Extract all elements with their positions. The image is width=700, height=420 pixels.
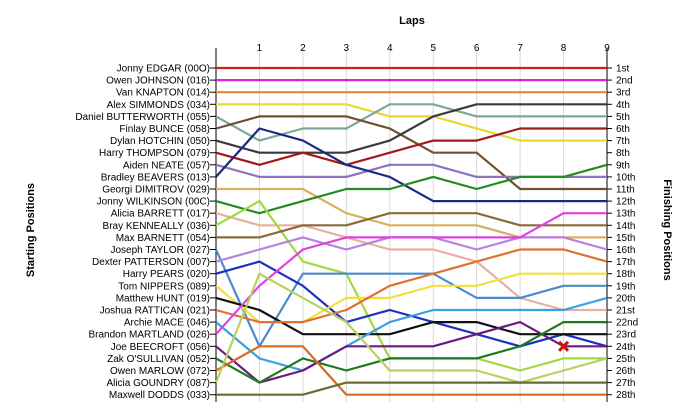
series-line-10 [215,127,607,203]
finish-position-label-16: 16th [616,245,635,256]
y-axis-title-right: Finishing Positions [661,179,673,280]
start-driver-label-26: Owen MARLOW (072) [110,366,210,377]
start-driver-label-21: Joshua RATTICAN (021) [100,306,210,317]
lap-tick-5: 5 [430,43,436,54]
finish-position-label-18: 18th [616,269,635,280]
start-driver-label-9: Aiden NEATE (057) [123,160,210,171]
series-line-7 [215,103,607,154]
finish-position-label-2: 2nd [616,76,633,87]
series-line-5 [215,103,607,142]
start-driver-label-17: Dexter PATTERSON (007) [92,257,210,268]
driver-start-labels: Jonny EDGAR (00O)Owen JOHNSON (016)Van K… [75,64,216,401]
start-driver-label-14: Bray KENNEALLY (036) [103,221,210,232]
finish-position-label-13: 13th [616,209,635,220]
finish-position-label-28: 28th [616,390,635,401]
finish-position-label-26: 26th [616,366,635,377]
start-driver-label-24: Joe BEECROFT (056) [111,342,210,353]
start-driver-label-23: Brandon MARTLAND (026) [88,330,210,341]
finish-position-label-11: 11th [616,185,635,196]
finish-position-label-15: 15th [616,233,635,244]
finish-position-label-20: 20th [616,293,635,304]
start-driver-label-22: Archie MACE (046) [124,318,210,329]
finish-position-label-5: 5th [616,112,630,123]
finish-position-label-7: 7th [616,136,630,147]
series-line-23 [215,212,607,335]
finish-position-label-25: 25th [616,354,635,365]
finishing-position-labels: 1st2nd3rd4th5th6th7th8th9th10th11th12th1… [607,64,638,401]
finish-position-label-12: 12th [616,197,635,208]
start-driver-label-16: Joseph TAYLOR (027) [111,245,211,256]
finish-position-label-4: 4th [616,100,630,111]
series-line-22 [215,296,608,372]
lap-tick-6: 6 [474,43,480,54]
y-axis-title-left: Starting Positions [25,183,37,277]
series-line-16 [214,249,607,348]
series-line-13 [215,212,607,312]
retirement-markers [557,340,570,352]
finish-position-label-24: 24th [616,342,635,353]
series-line-6 [215,115,607,191]
finish-position-label-10: 10th [616,172,635,183]
finish-position-label-14: 14th [616,221,635,232]
x-axis-title: Laps [399,15,425,27]
finish-position-label-8: 8th [616,148,630,159]
start-driver-label-7: Dylan HOTCHIN (050) [110,136,210,147]
finish-position-label-1: 1st [616,64,630,75]
series-line-25 [215,321,607,384]
start-driver-label-20: Matthew HUNT (019) [116,293,210,304]
lap-tick-4: 4 [387,43,393,54]
series-line-21 [215,248,608,324]
retirement-cross-marker [557,340,570,352]
lap-tick-3: 3 [344,43,350,54]
start-driver-label-12: Jonny WILKINSON (00C) [97,197,210,208]
start-driver-label-6: Finlay BUNCE (058) [119,124,210,135]
series-line-9 [215,163,607,178]
finish-position-label-22: 22nd [616,318,638,329]
series-line-8 [215,127,607,166]
series-line-14 [215,200,607,372]
finish-position-label-23: 23rd [616,330,636,341]
start-driver-label-28: Maxwell DODDS (033) [109,390,210,401]
finish-position-label-9: 9th [616,160,630,171]
lap-tick-1: 1 [257,43,263,54]
finish-position-label-3: 3rd [616,88,630,99]
driver-series-lines [214,66,608,396]
finish-position-label-17: 17th [616,257,635,268]
start-driver-label-4: Alex SIMMONDS (034) [107,100,210,111]
finish-position-label-21: 21st [616,306,635,317]
series-line-12 [215,163,608,215]
start-driver-label-27: Alicia GOUNDRY (087) [106,378,210,389]
start-driver-label-3: Van KNAPTON (014) [116,88,210,99]
series-line-27 [214,272,608,384]
lap-tick-7: 7 [517,43,523,54]
series-line-28 [216,381,607,396]
finish-position-label-6: 6th [616,124,630,135]
start-driver-label-8: Harry THOMPSON (079) [99,148,210,159]
finish-position-label-19: 19th [616,281,635,292]
start-driver-label-18: Harry PEARS (020) [123,269,210,280]
start-driver-label-19: Tom NIPPERS (089) [118,281,210,292]
start-driver-label-2: Owen JOHNSON (016) [106,76,210,87]
lap-tick-labels: 1 2 3 4 5 6 7 8 9 [257,43,611,54]
finish-position-label-27: 27th [616,378,635,389]
start-driver-label-13: Alicia BARRETT (017) [111,209,210,220]
start-driver-label-5: Daniel BUTTERWORTH (055) [75,112,210,123]
start-driver-label-15: Max BARNETT (054) [116,233,210,244]
start-driver-label-25: Zak O'SULLIVAN (052) [107,354,210,365]
start-driver-label-11: Georgi DIMITROV (029) [102,185,210,196]
lap-tick-2: 2 [300,43,306,54]
series-line-26 [215,345,607,396]
series-line-4 [216,103,607,142]
lap-tick-8: 8 [561,43,567,54]
start-driver-label-1: Jonny EDGAR (00O) [117,64,210,75]
start-driver-label-10: Bradley BEAVERS (013) [101,172,210,183]
lap-tick-9: 9 [604,43,610,54]
